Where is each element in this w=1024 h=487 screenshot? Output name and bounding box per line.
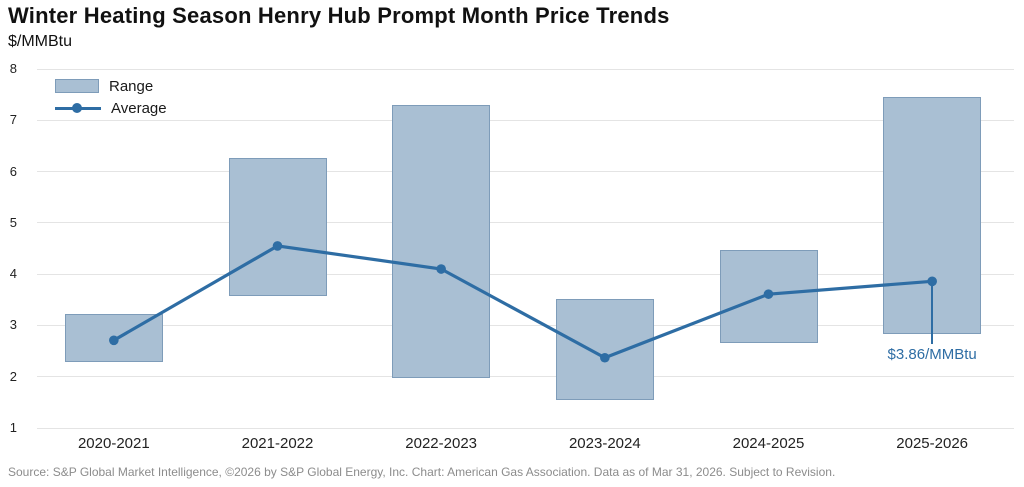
x-axis-label: 2023-2024	[568, 435, 641, 452]
y-tick-label: 8	[9, 61, 17, 76]
grid-line	[37, 376, 1014, 378]
range-bar	[392, 104, 491, 379]
chart-title: Winter Heating Season Henry Hub Prompt M…	[8, 3, 670, 28]
y-tick-label: 7	[9, 112, 17, 128]
average-line-chart	[109, 241, 937, 363]
average-point	[763, 289, 774, 299]
legend-item-average: Average	[55, 97, 167, 119]
y-tick-label: 4	[9, 266, 17, 282]
grid-line	[37, 222, 1014, 224]
average-line	[113, 244, 933, 360]
average-point	[109, 335, 119, 346]
y-tick-label: 3	[9, 317, 17, 333]
legend: Range Average	[55, 75, 167, 119]
x-axis-label: 2025-2026	[896, 435, 969, 452]
average-point	[436, 264, 446, 274]
annotation-label: $3.86/MMBtu	[887, 346, 977, 364]
average-line-swatch	[55, 103, 101, 113]
grid-line	[37, 273, 1014, 275]
legend-item-range: Range	[55, 75, 167, 97]
grid-line	[37, 171, 1014, 173]
range-bar	[555, 299, 654, 400]
y-tick-label: 6	[9, 163, 17, 179]
source-note: Source: S&P Global Market Intelligence, …	[8, 465, 836, 479]
grid-line	[37, 119, 1014, 121]
x-axis-label: 2024-2025	[732, 435, 805, 452]
range-bar	[228, 158, 327, 297]
annotation-callout-line	[931, 286, 933, 345]
legend-label-average: Average	[111, 99, 167, 117]
average-point	[927, 276, 937, 287]
plot-area	[32, 68, 1014, 429]
average-point	[600, 352, 610, 363]
x-axis-label: 2022-2023	[405, 435, 478, 452]
x-axis-label: 2020-2021	[77, 435, 150, 452]
y-tick-label: 1	[9, 420, 17, 435]
grid-line	[37, 427, 1014, 429]
x-axis-label: 2021-2022	[241, 435, 314, 452]
grid-line	[37, 324, 1014, 326]
grid-line	[37, 68, 1014, 70]
legend-label-range: Range	[109, 77, 154, 95]
range-swatch	[55, 79, 99, 93]
average-point	[272, 241, 283, 251]
chart-unit-label: $/MMBtu	[8, 33, 73, 50]
y-tick-label: 5	[9, 214, 17, 230]
y-tick-label: 2	[9, 368, 17, 384]
average-dot-swatch	[72, 103, 82, 113]
